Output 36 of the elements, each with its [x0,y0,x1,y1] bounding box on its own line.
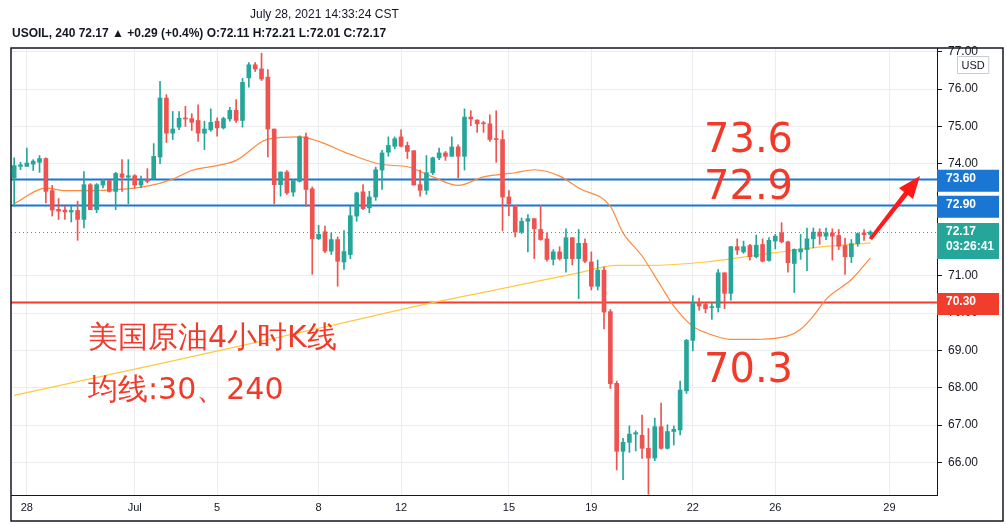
annotation: 70.3 [704,345,794,391]
y-tick-label: 69.00 [948,342,979,357]
x-tick-label: 26 [769,500,782,513]
candlestick [734,238,740,255]
y-tick-label: 66.00 [948,454,979,469]
candlestick [170,111,176,140]
x-tick-label: 29 [883,500,896,513]
x-tick-label: 22 [686,500,699,513]
y-tick-label: 75.00 [948,118,979,133]
x-tick-label: 28 [20,500,33,513]
y-tick-label: 67.00 [948,417,979,432]
annotation: 均线:30、240 [88,371,284,406]
chart-title: July 28, 2021 14:33:24 CST [250,7,399,21]
x-tick-label: 12 [394,500,408,513]
x-tick-label: Jul [127,500,142,513]
ref-line-label: 70.30 [946,294,977,309]
candlestick [525,214,531,253]
candlestick [417,169,423,197]
x-tick-label: 8 [315,500,322,513]
chart-subtitle: USOIL, 240 72.17 ▲ +0.29 (+0.4%) O:72.11 H:72.21 L:72.01 C:72.17 [12,26,387,40]
y-tick-label: 71.00 [948,268,979,283]
ref-line-label: 72.90 [946,197,977,212]
x-tick-label: 15 [502,500,516,513]
candlestick [531,218,537,259]
y-tick-label: 76.00 [948,81,979,96]
ref-line-label: 72.17 03:26:41 [946,224,995,254]
candlestick [68,206,74,223]
x-tick-label: 5 [214,500,221,513]
candlestick [709,302,715,320]
y-tick-label: 68.00 [948,380,979,395]
ref-line-label: 73.60 [946,171,977,186]
annotation: 73.6 [704,115,794,161]
x-tick-label: 19 [585,500,598,513]
y-axis-title: USD [961,58,985,71]
y-tick-label: 74.00 [948,156,979,171]
candlestick [633,430,639,452]
